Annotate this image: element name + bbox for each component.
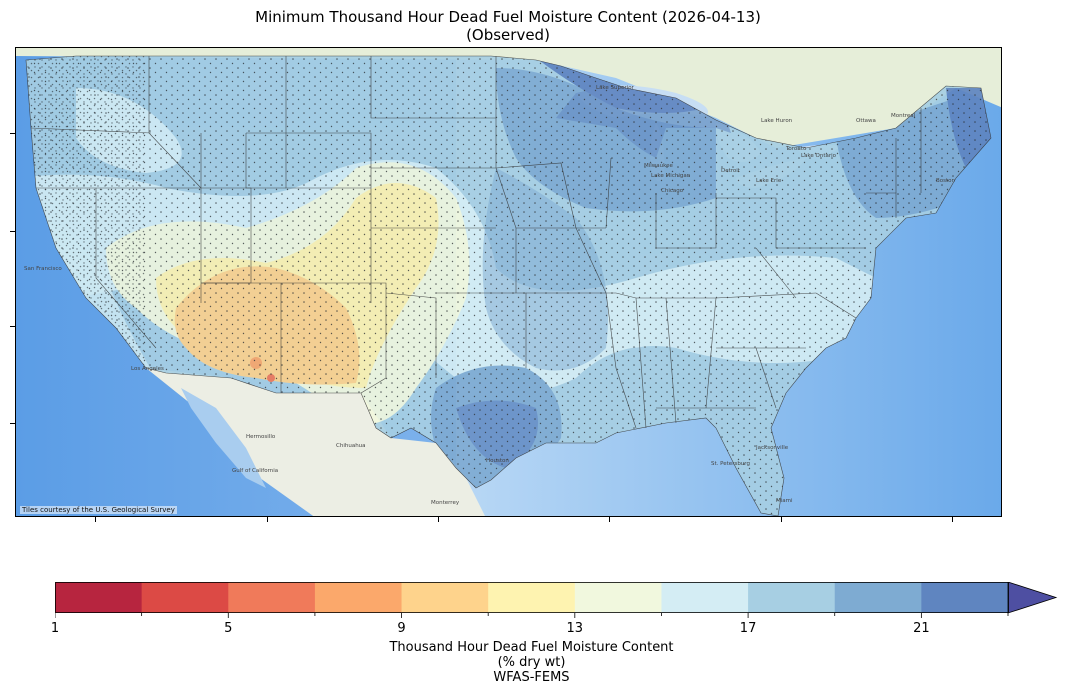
colorbar-bin bbox=[141, 582, 229, 613]
place-label: Monterrey bbox=[431, 500, 460, 506]
x-tick bbox=[438, 517, 439, 522]
colorbar-tick-label: 1 bbox=[50, 621, 60, 636]
map-canvas bbox=[16, 48, 1001, 516]
colorbar-tick-label: 13 bbox=[566, 621, 584, 636]
map-attribution: Tiles courtesy of the U.S. Geological Su… bbox=[20, 506, 177, 514]
x-tick bbox=[609, 517, 610, 522]
colorbar-tick-label: 9 bbox=[397, 621, 406, 636]
place-label: St. Petersburg bbox=[711, 461, 750, 467]
place-label: Lake Ontario bbox=[801, 153, 837, 159]
place-label: Ottawa bbox=[856, 118, 876, 124]
colorbar-bin bbox=[228, 582, 316, 613]
colorbar bbox=[54, 581, 1060, 626]
colorbar-bin bbox=[401, 582, 489, 613]
place-label: Los Angeles bbox=[131, 366, 164, 372]
colorbar-bin bbox=[55, 582, 143, 613]
colorbar-bin bbox=[314, 582, 403, 613]
place-label: Lake Michigan bbox=[651, 173, 691, 179]
colorbar-tick-label: 17 bbox=[739, 621, 757, 636]
place-label: Gulf of California bbox=[232, 468, 279, 474]
place-label: Chihuahua bbox=[336, 443, 366, 449]
colorbar-bin bbox=[574, 582, 662, 613]
colorbar-bin bbox=[921, 582, 1009, 613]
place-label: Chicago bbox=[661, 188, 684, 194]
title-line-1: Minimum Thousand Hour Dead Fuel Moisture… bbox=[255, 8, 761, 26]
colorbar-bin bbox=[834, 582, 922, 613]
colorbar-bin bbox=[488, 582, 576, 613]
y-tick bbox=[10, 326, 15, 327]
colorbar-label-line-1: Thousand Hour Dead Fuel Moisture Content bbox=[389, 640, 674, 655]
place-label: Lake Erie bbox=[756, 178, 782, 184]
place-label: Hermosillo bbox=[246, 434, 276, 440]
colorbar-label-line-3: WFAS-FEMS bbox=[493, 670, 570, 685]
map-panel[interactable]: Lake Superior Lake Huron Lake Michigan L… bbox=[15, 47, 1002, 517]
colorbar-bin bbox=[661, 582, 749, 613]
place-label: Lake Superior bbox=[596, 85, 634, 91]
colorbar-svg bbox=[54, 581, 1058, 618]
place-label: Miami bbox=[776, 498, 793, 504]
place-label: Milwaukee bbox=[644, 163, 673, 169]
title-line-2: (Observed) bbox=[466, 26, 550, 44]
place-label: Montreal bbox=[891, 113, 916, 119]
x-tick bbox=[781, 517, 782, 522]
y-tick bbox=[10, 423, 15, 424]
colorbar-label-line-2: (% dry wt) bbox=[497, 655, 566, 670]
place-label: Lake Huron bbox=[761, 118, 793, 124]
colorbar-extend-arrow bbox=[1007, 581, 1058, 614]
place-label: Boston bbox=[936, 178, 956, 184]
y-tick bbox=[10, 231, 15, 232]
x-tick bbox=[95, 517, 96, 522]
place-label: Toronto bbox=[786, 146, 807, 152]
place-label: Jacksonville bbox=[756, 445, 789, 451]
place-label: Detroit bbox=[721, 168, 740, 174]
chart-title: Minimum Thousand Hour Dead Fuel Moisture… bbox=[0, 8, 1016, 44]
place-label: San Francisco bbox=[24, 266, 62, 272]
x-tick bbox=[267, 517, 268, 522]
colorbar-tick-label: 5 bbox=[224, 621, 233, 636]
y-tick bbox=[10, 133, 15, 134]
place-label: Houston bbox=[486, 458, 509, 464]
colorbar-tick-label: 21 bbox=[913, 621, 930, 636]
x-tick bbox=[952, 517, 953, 522]
colorbar-label: Thousand Hour Dead Fuel Moisture Content… bbox=[0, 640, 1065, 685]
colorbar-bin bbox=[748, 582, 836, 613]
